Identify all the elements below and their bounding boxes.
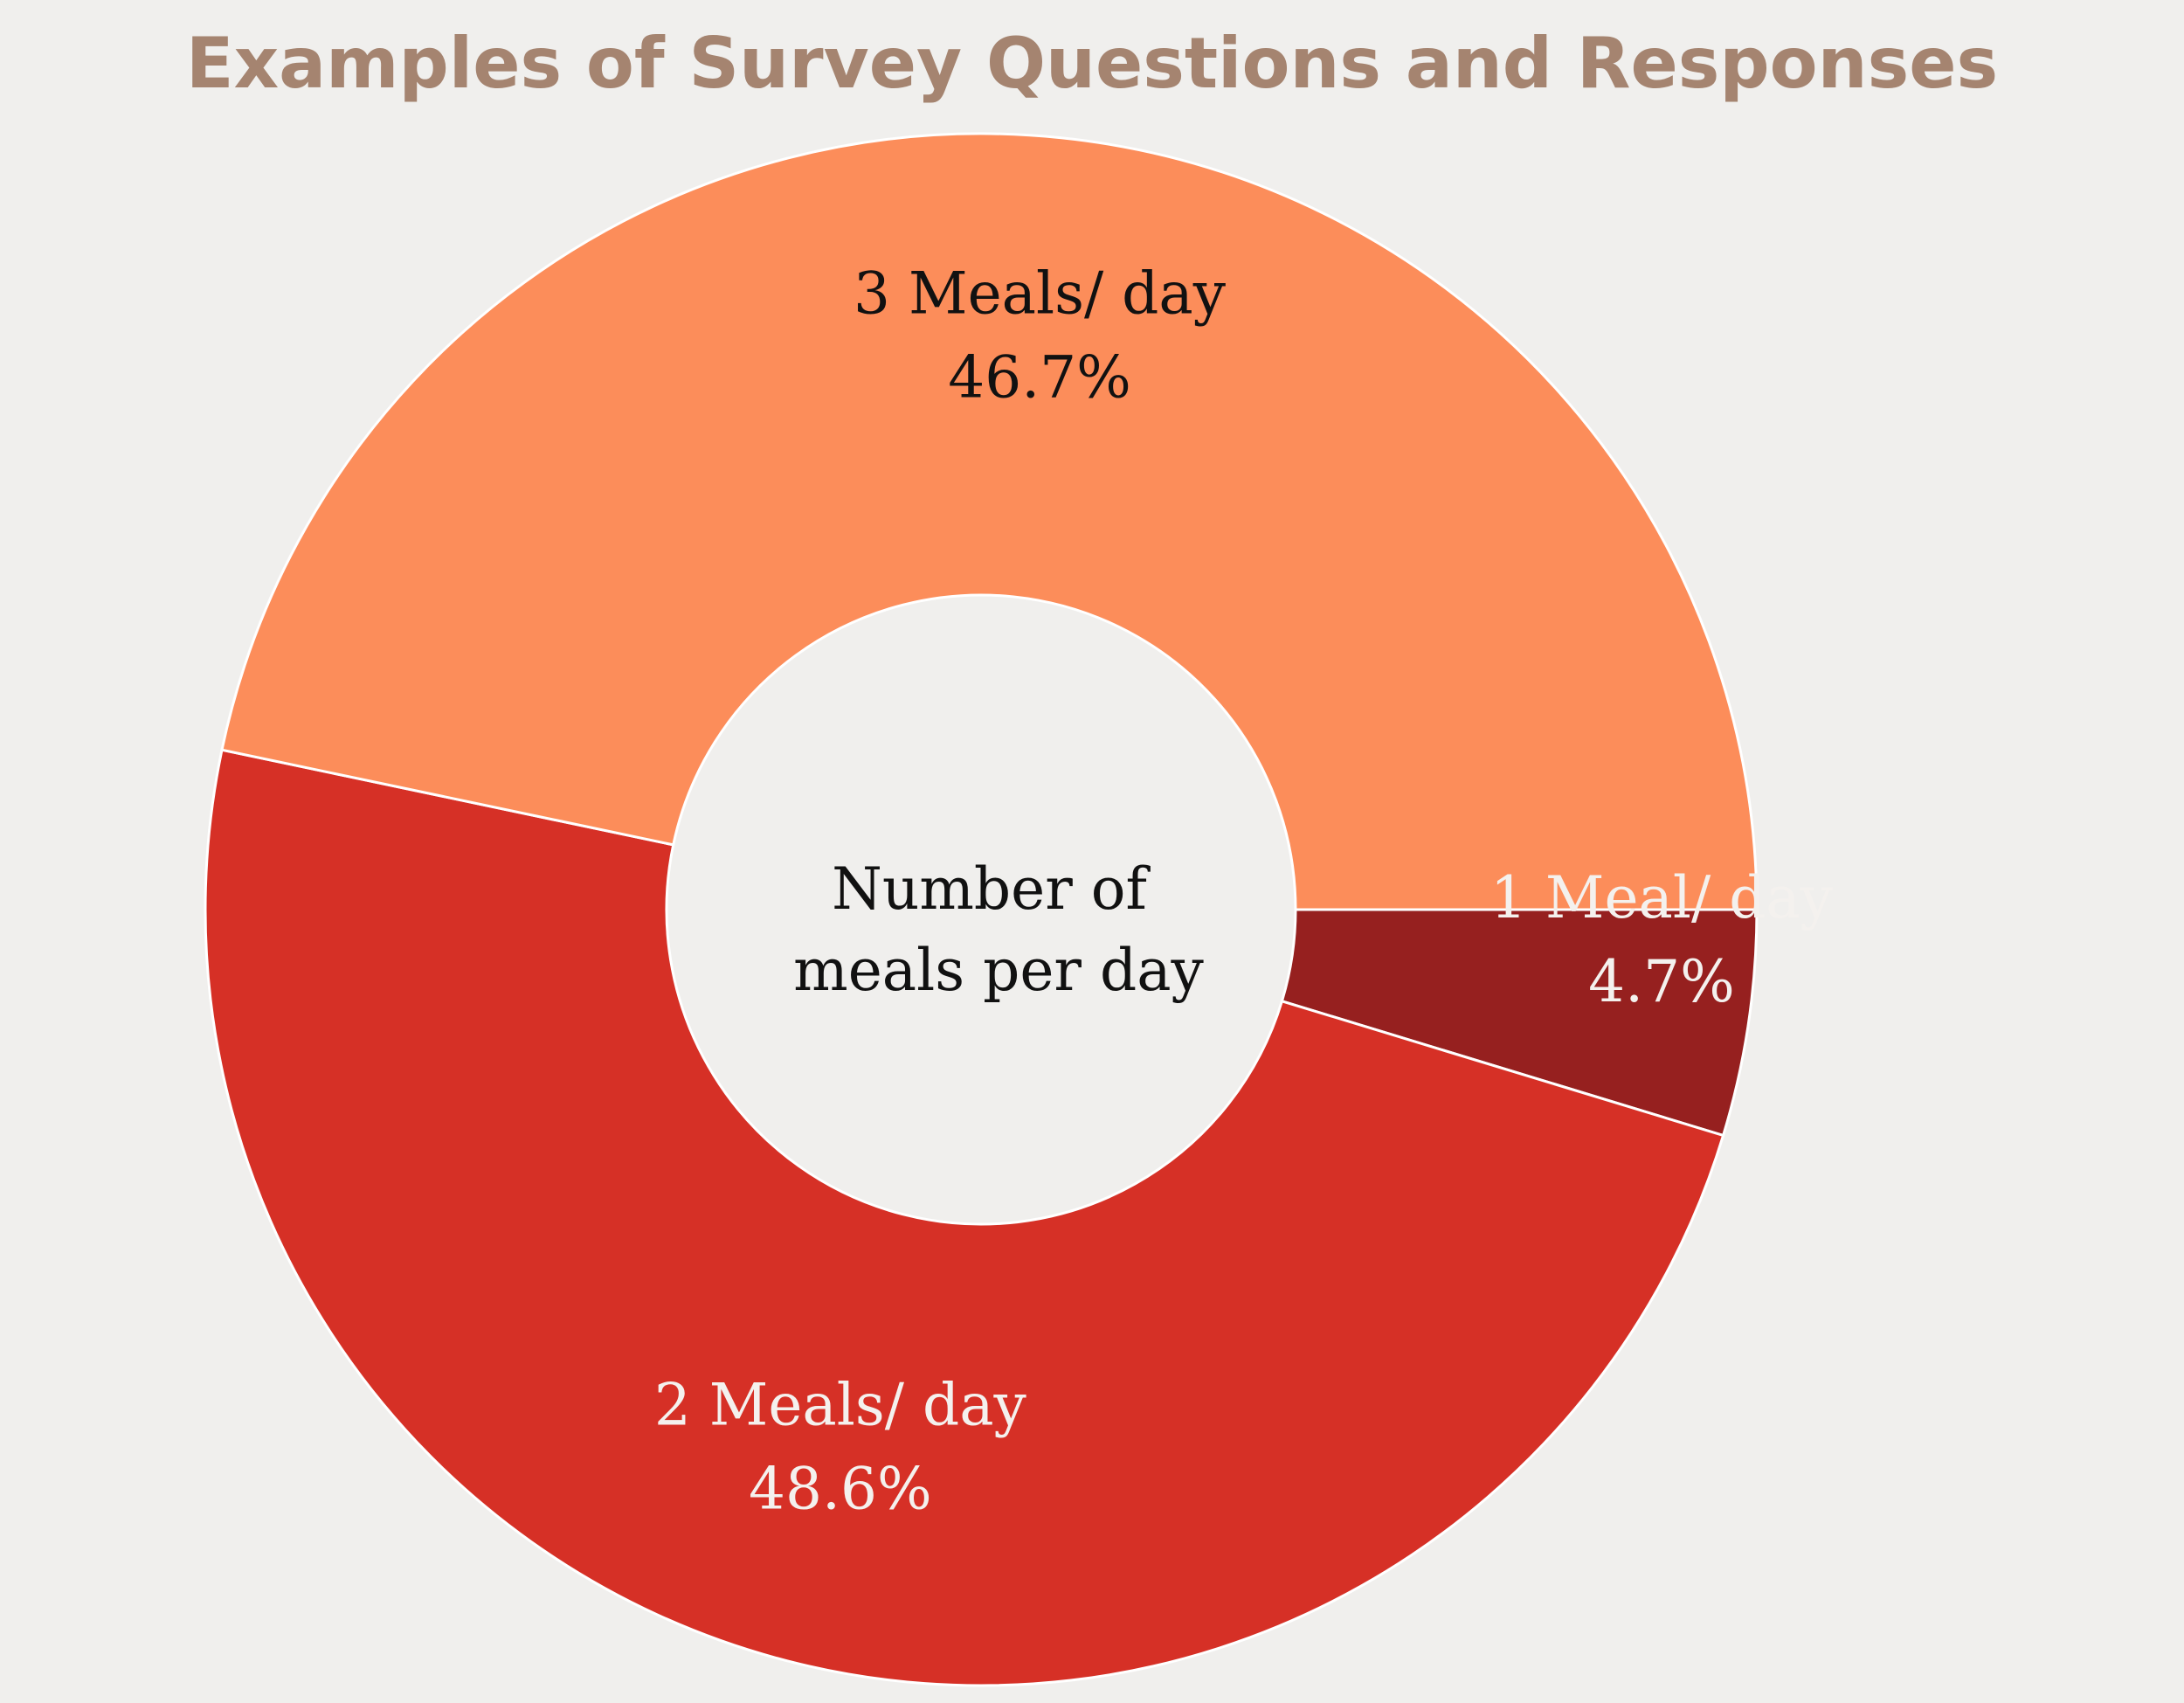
slice-value-2: 48.6% (749, 1456, 932, 1523)
slice-label-1: 1 Meal/ day (1490, 864, 1834, 931)
slices-layer (204, 132, 1759, 1687)
chart-title: Examples of Survey Questions and Respons… (185, 23, 1999, 104)
center-label: Number of meals per day (793, 855, 1204, 1004)
slice-label-3: 3 Meals/ day (854, 260, 1227, 327)
center-label-line-2: meals per day (793, 937, 1204, 1004)
slice-2 (204, 748, 1725, 1687)
slice-value-3: 46.7% (948, 343, 1131, 411)
center-label-line-1: Number of (832, 855, 1151, 923)
slice-3 (220, 132, 1759, 911)
slice-label-2: 2 Meals/ day (654, 1372, 1027, 1439)
slice-value-1: 4.7% (1588, 948, 1735, 1015)
labels-layer: 1 Meal/ day 4.7% 2 Meals/ day 48.6% 3 Meals/… (654, 260, 1834, 1522)
